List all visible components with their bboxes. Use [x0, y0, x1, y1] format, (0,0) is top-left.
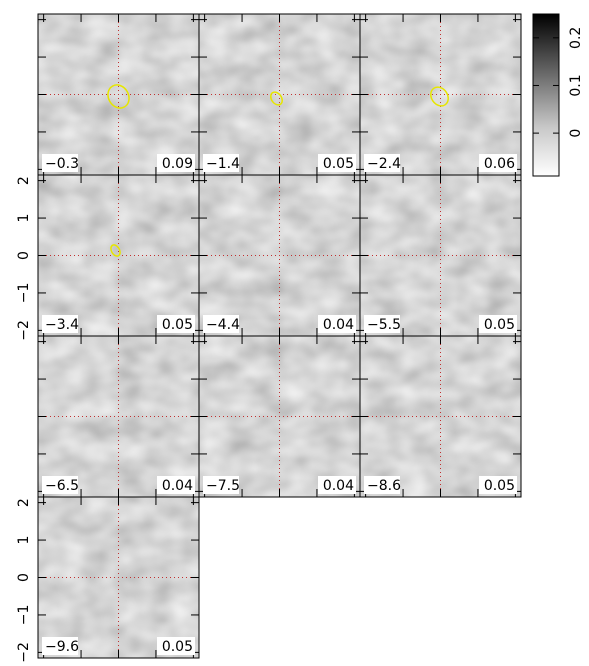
y-tick-label: 2	[16, 176, 32, 185]
label-box	[42, 154, 78, 172]
velocity-label: −8.6	[367, 478, 401, 494]
peak-label: 0.05	[162, 317, 193, 333]
label-box	[203, 154, 239, 172]
velocity-label: −7.5	[206, 478, 240, 494]
label-box	[157, 476, 195, 494]
label-box	[203, 476, 239, 494]
label-box	[42, 476, 78, 494]
y-tick-label: −2	[16, 642, 32, 662]
velocity-label: −1.4	[206, 156, 240, 172]
label-box	[318, 476, 356, 494]
label-box	[157, 315, 195, 333]
y-tick-label: −2	[16, 320, 32, 341]
peak-label: 0.04	[323, 478, 354, 494]
contour	[107, 84, 130, 109]
label-box	[157, 154, 195, 172]
label-box	[318, 315, 356, 333]
contour	[430, 86, 449, 107]
velocity-label: −5.5	[367, 317, 401, 333]
y-tick-label: 1	[16, 536, 32, 545]
y-tick-label: −1	[16, 283, 32, 304]
label-box	[364, 476, 400, 494]
velocity-label: −0.3	[45, 156, 79, 172]
contour	[270, 91, 283, 106]
colorbar	[532, 13, 560, 177]
velocity-label: −6.5	[45, 478, 79, 494]
label-box	[157, 637, 195, 655]
peak-label: 0.04	[162, 478, 193, 494]
peak-label: 0.04	[323, 317, 354, 333]
peak-label: 0.05	[484, 317, 515, 333]
colorbar-label: 0.2	[568, 27, 584, 49]
velocity-label: −2.4	[367, 156, 401, 172]
colorbar-label: 0	[568, 129, 584, 138]
y-tick-label: −1	[16, 605, 32, 626]
label-box	[364, 154, 400, 172]
y-tick-label: 2	[16, 498, 32, 507]
label-box	[318, 154, 356, 172]
peak-label: 0.05	[323, 156, 354, 172]
y-tick-label: 0	[16, 251, 32, 260]
label-box	[479, 315, 517, 333]
colorbar-label: 0.1	[568, 74, 584, 96]
label-box	[364, 315, 400, 333]
y-tick-label: 0	[16, 573, 32, 582]
velocity-label: −9.6	[45, 639, 79, 655]
peak-label: 0.09	[162, 156, 193, 172]
peak-label: 0.05	[484, 478, 515, 494]
contour	[110, 244, 121, 257]
label-box	[42, 315, 78, 333]
y-tick-label: 1	[16, 214, 32, 223]
peak-label: 0.05	[162, 639, 193, 655]
peak-label: 0.06	[484, 156, 515, 172]
label-box	[203, 315, 239, 333]
velocity-label: −4.4	[206, 317, 240, 333]
label-box	[479, 154, 517, 172]
label-box	[42, 637, 78, 655]
label-box	[479, 476, 517, 494]
velocity-label: −3.4	[45, 317, 79, 333]
